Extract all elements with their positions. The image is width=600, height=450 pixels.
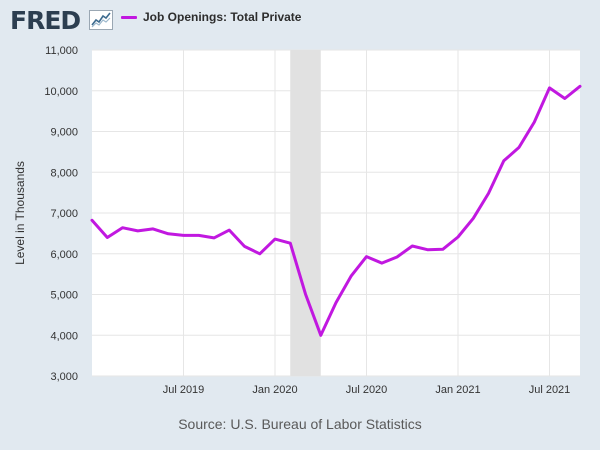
- data-point: [564, 97, 566, 100]
- data-point: [335, 302, 337, 304]
- y-axis: 3,000 4,000 5,000 6,000 7,000 8,000 9,000 10,00…: [44, 45, 78, 383]
- data-point: [548, 87, 551, 89]
- data-point: [442, 248, 444, 250]
- data-point: [167, 233, 169, 235]
- data-point: [503, 160, 505, 162]
- x-axis: Jul 2019 Jan 2020 Jul 2020 Jan 2021 Jul 2021: [163, 384, 571, 396]
- y-tick-label: 8,000: [50, 167, 78, 179]
- legend-swatch: [121, 15, 137, 19]
- data-point: [426, 249, 429, 251]
- y-tick-label: 11,000: [45, 45, 78, 57]
- x-tick-label: Jul 2020: [346, 384, 388, 396]
- data-point: [198, 234, 200, 237]
- x-tick-label: Jul 2021: [529, 384, 571, 396]
- y-tick-label: 7,000: [50, 208, 78, 220]
- y-tick-label: 5,000: [50, 290, 78, 302]
- chart-legend: Job Openings: Total Private: [121, 10, 301, 24]
- data-point: [350, 275, 352, 277]
- y-tick-label: 3,000: [50, 371, 78, 383]
- data-point: [182, 234, 185, 237]
- data-point: [365, 256, 368, 258]
- data-point: [259, 253, 261, 255]
- data-point: [213, 237, 215, 239]
- data-point: [396, 256, 398, 258]
- data-point: [579, 85, 581, 87]
- x-tick-label: Jan 2020: [252, 384, 297, 396]
- data-point: [106, 236, 108, 239]
- data-point: [91, 219, 93, 221]
- source-note: Source: U.S. Bureau of Labor Statistics: [178, 416, 422, 432]
- x-tick-label: Jul 2019: [163, 384, 205, 396]
- data-point: [320, 334, 322, 336]
- data-point: [487, 192, 490, 195]
- y-tick-label: 9,000: [50, 127, 78, 139]
- data-point: [381, 262, 383, 264]
- data-point: [228, 229, 230, 231]
- data-point: [152, 228, 154, 230]
- legend-label: Job Openings: Total Private: [143, 10, 302, 24]
- y-tick-label: 4,000: [50, 330, 78, 342]
- x-tick-label: Jan 2021: [435, 384, 480, 396]
- data-point: [121, 227, 124, 229]
- data-point: [518, 146, 520, 148]
- data-point: [274, 238, 276, 240]
- data-point: [243, 245, 246, 248]
- data-point: [289, 242, 291, 244]
- fred-logo[interactable]: FRED: [10, 6, 81, 35]
- data-point: [472, 217, 474, 219]
- y-axis-label: Level in Thousands: [13, 161, 27, 265]
- data-point: [137, 230, 139, 232]
- data-point: [304, 293, 307, 295]
- y-tick-label: 10,000: [44, 86, 78, 98]
- data-point: [533, 121, 535, 123]
- fred-chart-icon: [89, 10, 113, 30]
- data-point: [411, 245, 413, 247]
- data-point: [457, 236, 459, 238]
- grid-lines: [92, 49, 580, 377]
- series-layer: [90, 84, 582, 337]
- y-tick-label: 6,000: [50, 249, 78, 261]
